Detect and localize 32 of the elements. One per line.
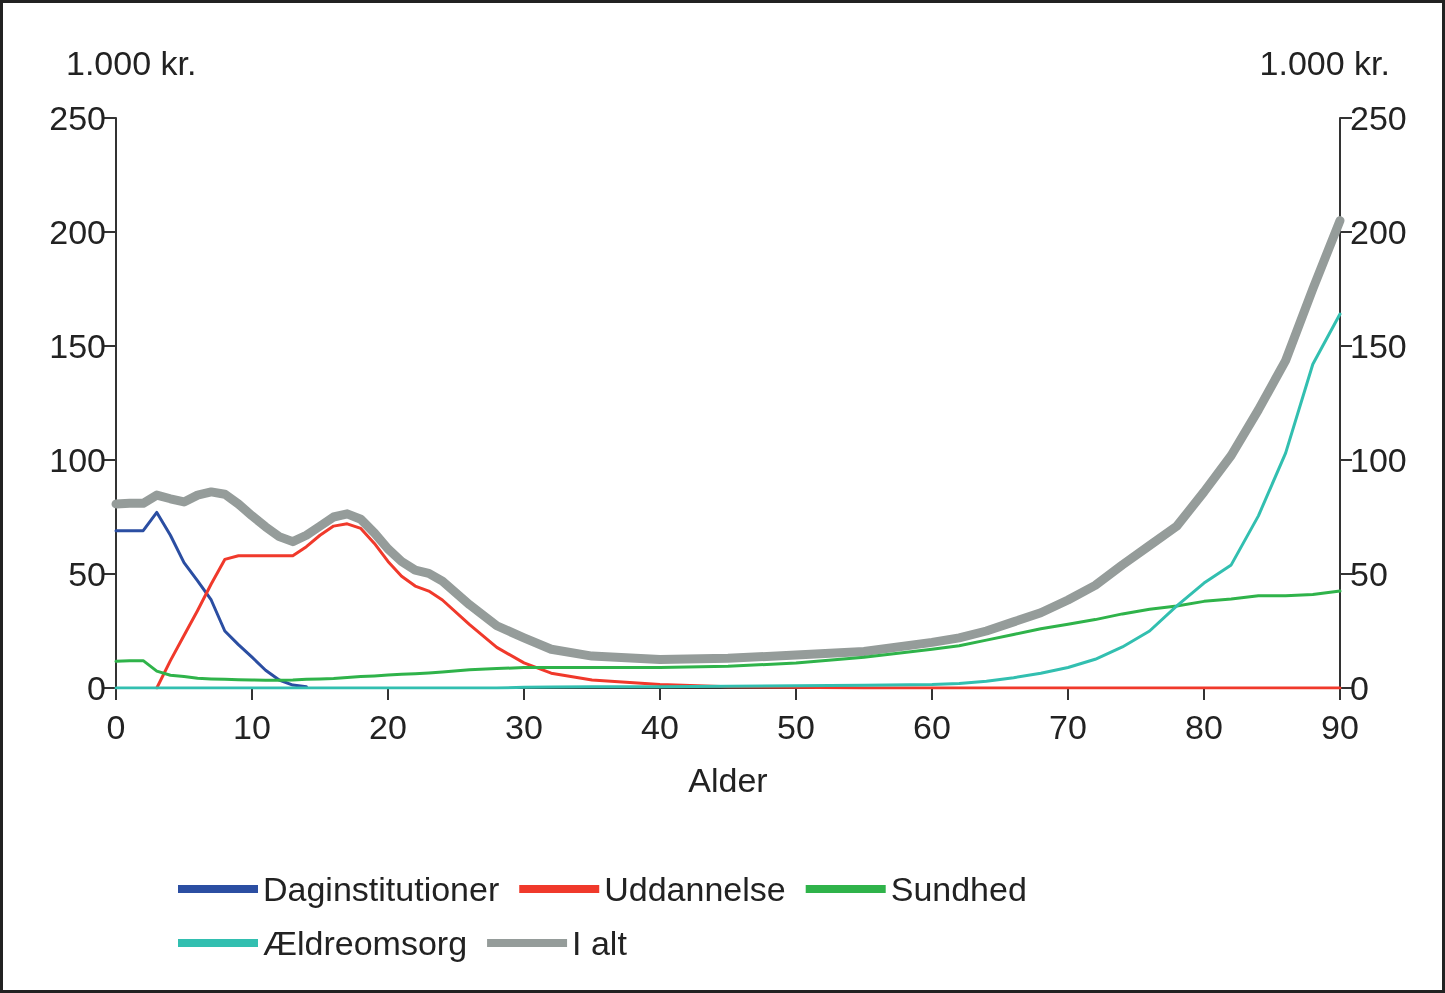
line-series bbox=[114, 510, 308, 689]
y2-tick-label: 0 bbox=[1350, 669, 1369, 707]
y2-tick-label: 100 bbox=[1350, 441, 1407, 479]
x-tick-label: 90 bbox=[1321, 708, 1359, 746]
y2-tick-label: 50 bbox=[1350, 555, 1388, 593]
x-tick-label: 10 bbox=[233, 708, 271, 746]
line-series bbox=[114, 589, 1342, 682]
line-series bbox=[155, 522, 1342, 690]
x-tick-label: 80 bbox=[1185, 708, 1223, 746]
legend-label: Daginstitutioner bbox=[263, 870, 500, 908]
x-axis-title: Alder bbox=[688, 761, 768, 799]
y2-axis-title: 1.000 kr. bbox=[1259, 44, 1390, 82]
x-tick-label: 40 bbox=[641, 708, 679, 746]
y-axis-title: 1.000 kr. bbox=[66, 44, 197, 82]
x-tick-label: 50 bbox=[777, 708, 815, 746]
y-tick-label: 50 bbox=[68, 555, 106, 593]
y-tick-label: 250 bbox=[49, 99, 106, 137]
x-tick-label: 20 bbox=[369, 708, 407, 746]
x-tick-label: 30 bbox=[505, 708, 543, 746]
y-tick-label: 100 bbox=[49, 441, 106, 479]
legend-label: Ældreomsorg bbox=[263, 924, 468, 962]
y-tick-label: 0 bbox=[87, 669, 106, 707]
y-tick-label: 150 bbox=[49, 327, 106, 365]
y-tick-label: 200 bbox=[49, 213, 106, 251]
x-tick-label: 70 bbox=[1049, 708, 1087, 746]
legend-label: Sundhed bbox=[890, 870, 1027, 908]
x-tick-label: 60 bbox=[913, 708, 951, 746]
legend-label: I alt bbox=[572, 924, 628, 962]
y2-tick-label: 150 bbox=[1350, 327, 1407, 365]
y2-tick-label: 200 bbox=[1350, 213, 1407, 251]
y2-tick-label: 250 bbox=[1350, 99, 1407, 137]
legend-label: Uddannelse bbox=[604, 870, 786, 908]
